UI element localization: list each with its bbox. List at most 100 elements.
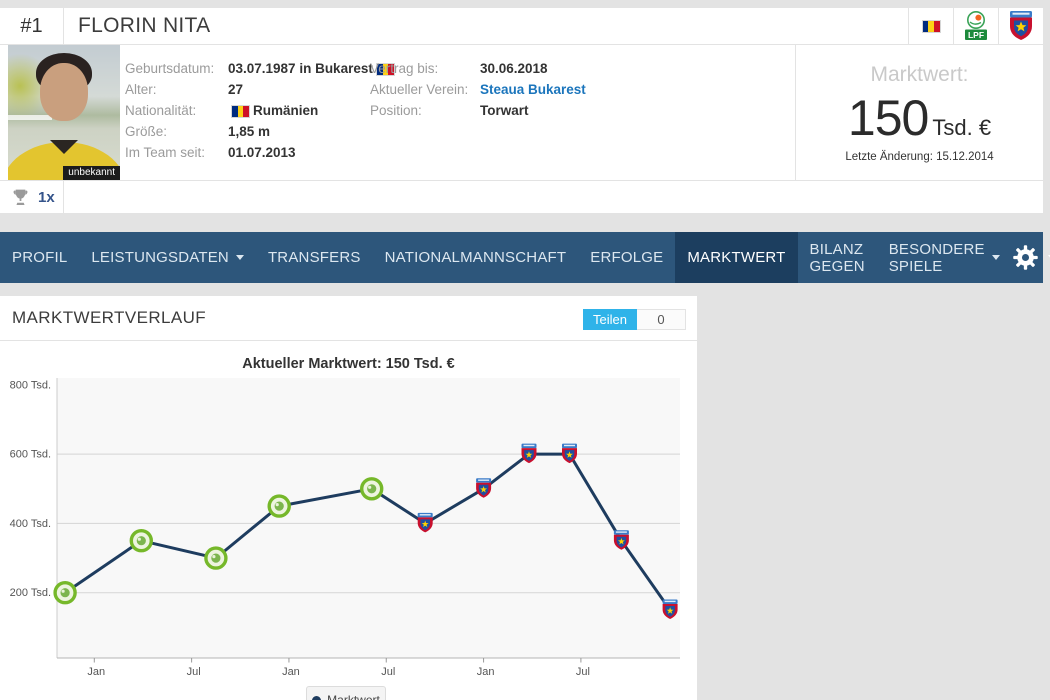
info-label: Im Team seit: bbox=[125, 145, 206, 160]
x-axis-tick-label: Jan bbox=[87, 666, 105, 678]
market-value-amount: 150 bbox=[847, 90, 929, 146]
info-value: Rumänien bbox=[228, 100, 318, 121]
market-value-chart: 800 Tsd. 600 Tsd. 400 Tsd. 200 Tsd. Jan Jul Ja… bbox=[0, 341, 697, 700]
player-profile-page: #1 FLORIN NITA LPF bbox=[0, 8, 1050, 700]
nav-item-label: TRANSFERS bbox=[267, 249, 361, 266]
trophy-icon bbox=[13, 189, 28, 205]
info-table-left: Geburtsdatum: 03.07.1987 in Bukarest Alter… bbox=[125, 45, 395, 180]
info-value: 1,85 m bbox=[228, 121, 270, 142]
box-header: MARKTWERTVERLAUF Teilen 0 bbox=[0, 296, 697, 341]
info-row: Geburtsdatum: 03.07.1987 in Bukarest bbox=[125, 58, 395, 79]
info-table-right: Vertrag bis: 30.06.2018 Aktueller Verein: S… bbox=[370, 45, 670, 180]
shirt-number: #1 bbox=[0, 8, 64, 44]
info-value-text: Steaua Bukarest bbox=[480, 82, 586, 97]
player-photo: unbekannt bbox=[8, 45, 120, 180]
info-label: Vertrag bis: bbox=[370, 61, 439, 76]
info-value: 01.07.2013 bbox=[228, 142, 296, 163]
lpf-league-logo-icon[interactable]: LPF bbox=[953, 8, 998, 44]
data-point-marker[interactable] bbox=[562, 443, 577, 464]
legend-dot-icon bbox=[312, 695, 322, 700]
x-axis-tick-label: Jul bbox=[187, 666, 201, 678]
data-point-marker[interactable] bbox=[521, 443, 537, 464]
chevron-down-icon bbox=[991, 255, 1000, 260]
plot-area bbox=[57, 378, 680, 658]
data-point-marker[interactable] bbox=[476, 478, 492, 498]
info-row: Im Team seit: 01.07.2013 bbox=[125, 142, 370, 163]
info-value-text: 27 bbox=[228, 82, 244, 97]
trophy-count: 1x bbox=[38, 188, 55, 206]
market-value-label: Marktwert: bbox=[870, 63, 969, 86]
nav-item-label: ERFOLGE bbox=[590, 249, 664, 266]
y-axis-tick-label: 600 Tsd. bbox=[10, 449, 51, 461]
data-point-marker[interactable] bbox=[267, 494, 291, 518]
nav-item-besondere-spiele[interactable]: BESONDERE SPIELE bbox=[877, 232, 1012, 283]
header-badges: LPF bbox=[908, 8, 1043, 44]
info-row: Position: Torwart bbox=[370, 100, 670, 121]
romania-flag-icon bbox=[375, 63, 395, 76]
trophy-row: 1x bbox=[0, 180, 1043, 213]
info-row: Alter: 27 bbox=[125, 79, 370, 100]
info-value-text: 30.06.2018 bbox=[480, 61, 548, 76]
chart-legend-button[interactable]: Marktwert bbox=[306, 686, 386, 700]
x-axis-tick-label: Jan bbox=[477, 666, 495, 678]
info-value-text: 03.07.1987 in Bukarest bbox=[228, 61, 373, 76]
y-axis-tick-label: 800 Tsd. bbox=[10, 379, 51, 391]
data-point-marker[interactable] bbox=[204, 546, 228, 570]
info-row: Vertrag bis: 30.06.2018 bbox=[370, 58, 670, 79]
chart-canvas[interactable]: 800 Tsd. 600 Tsd. 400 Tsd. 200 Tsd. Jan Jul Ja… bbox=[0, 341, 697, 700]
nav-item-leistungsdaten[interactable]: LEISTUNGSDATEN bbox=[79, 232, 256, 283]
info-label: Größe: bbox=[125, 124, 168, 139]
svg-text:LPF: LPF bbox=[968, 30, 984, 40]
nav-item-label: PROFIL bbox=[12, 249, 68, 266]
market-value-history-box: MARKTWERTVERLAUF Teilen 0 800 Tsd. 600 Ts… bbox=[0, 296, 697, 700]
settings-menu[interactable] bbox=[1012, 232, 1050, 283]
info-row: Größe: 1,85 m bbox=[125, 121, 370, 142]
market-value-unit: Tsd. € bbox=[932, 115, 992, 140]
data-point-marker[interactable] bbox=[613, 530, 629, 550]
data-point-marker[interactable] bbox=[129, 528, 154, 553]
legend-label: Marktwert bbox=[327, 693, 380, 700]
info-row: Aktueller Verein: Steaua Bukarest bbox=[370, 79, 670, 100]
info-value: 27 bbox=[228, 79, 243, 100]
nav-item-erfolge[interactable]: ERFOLGE bbox=[578, 232, 675, 283]
data-point-marker[interactable] bbox=[360, 477, 384, 501]
steaua-bukarest-crest-icon[interactable] bbox=[998, 8, 1043, 44]
romania-flag-icon[interactable] bbox=[908, 8, 953, 44]
nav-item-label: BESONDERE SPIELE bbox=[888, 240, 985, 275]
x-axis-tick-label: Jul bbox=[381, 666, 395, 678]
y-axis-tick-label: 400 Tsd. bbox=[10, 518, 51, 530]
main-nav: PROFIL LEISTUNGSDATEN TRANSFERS NATIONALMAN… bbox=[0, 232, 1050, 283]
nav-items: PROFIL LEISTUNGSDATEN TRANSFERS NATIONALMAN… bbox=[0, 232, 1012, 283]
gear-icon bbox=[1012, 245, 1038, 270]
section-title: MARKTWERTVERLAUF bbox=[12, 308, 207, 327]
nav-item-marktwert[interactable]: MARKTWERT bbox=[675, 232, 798, 283]
trophy-cell[interactable]: 1x bbox=[0, 181, 64, 213]
data-point-marker[interactable] bbox=[417, 512, 433, 533]
nav-item-label: LEISTUNGSDATEN bbox=[91, 249, 229, 266]
y-axis-tick-label: 200 Tsd. bbox=[10, 587, 51, 599]
nav-item-nationalmannschaft[interactable]: NATIONALMANNSCHAFT bbox=[373, 232, 579, 283]
x-axis-tick-label: Jul bbox=[576, 666, 590, 678]
info-value-text: Torwart bbox=[480, 103, 529, 118]
nav-item-label: BILANZ GEGEN bbox=[809, 240, 865, 275]
club-link[interactable]: Steaua Bukarest bbox=[480, 79, 586, 100]
nav-item-bilanz-gegen[interactable]: BILANZ GEGEN bbox=[798, 232, 877, 283]
nav-item-label: MARKTWERT bbox=[687, 249, 786, 266]
info-label: Position: bbox=[370, 103, 422, 118]
info-value-text: 1,85 m bbox=[228, 124, 271, 139]
data-point-marker[interactable] bbox=[53, 580, 77, 605]
info-value: 30.06.2018 bbox=[480, 58, 548, 79]
nav-item-profil[interactable]: PROFIL bbox=[0, 232, 79, 283]
info-label: Aktueller Verein: bbox=[370, 82, 469, 97]
nav-item-label: NATIONALMANNSCHAFT bbox=[384, 249, 567, 266]
info-label: Alter: bbox=[125, 82, 157, 97]
data-point-marker[interactable] bbox=[662, 599, 678, 620]
info-value-text: 01.07.2013 bbox=[228, 145, 296, 160]
info-row: Nationalität: Rumänien bbox=[125, 100, 370, 121]
player-info-section: unbekannt Geburtsdatum: 03.07.1987 in Buk… bbox=[0, 45, 1043, 180]
nav-item-transfers[interactable]: TRANSFERS bbox=[256, 232, 373, 283]
x-axis-tick-label: Jan bbox=[282, 666, 300, 678]
share-button[interactable]: Teilen bbox=[583, 309, 637, 330]
header-row: #1 FLORIN NITA LPF bbox=[0, 8, 1043, 45]
page-title: FLORIN NITA bbox=[78, 14, 211, 37]
